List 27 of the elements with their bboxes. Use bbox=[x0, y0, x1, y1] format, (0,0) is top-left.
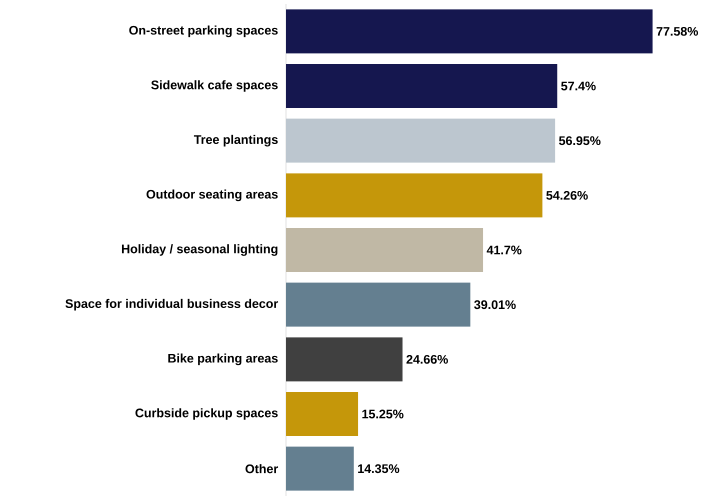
bar bbox=[286, 282, 470, 327]
bar bbox=[286, 9, 653, 54]
bar bbox=[286, 446, 354, 491]
bar bbox=[286, 118, 556, 163]
data-label: 41.7% bbox=[486, 246, 522, 254]
data-label: 14.35% bbox=[358, 464, 400, 474]
y-tick-label: Curbside pickup spaces bbox=[135, 408, 278, 420]
bar bbox=[286, 228, 484, 272]
y-tick-label: Outdoor seating areas bbox=[146, 190, 278, 202]
y-tick-label: Bike parking areas bbox=[168, 354, 278, 366]
y-tick-label: Holiday / seasonal lighting bbox=[122, 244, 278, 256]
data-label: 54.26% bbox=[546, 190, 588, 200]
y-tick-label: On-street parking spaces bbox=[129, 26, 278, 38]
bar bbox=[286, 64, 558, 108]
bar bbox=[286, 337, 403, 382]
bar bbox=[286, 173, 542, 218]
data-label: 15.25% bbox=[362, 410, 404, 418]
data-label: 77.58% bbox=[656, 26, 698, 36]
data-label: 57.4% bbox=[561, 82, 596, 90]
data-label: 24.66% bbox=[406, 354, 448, 364]
y-tick-label: Sidewalk cafe spaces bbox=[151, 80, 278, 92]
y-tick-label: Space for individual business decor bbox=[65, 298, 278, 310]
y-tick-label: Other bbox=[246, 464, 278, 474]
data-label: 56.95% bbox=[559, 136, 601, 146]
data-label: 39.01% bbox=[474, 300, 516, 310]
bar bbox=[286, 392, 358, 436]
y-tick-label: Tree plantings bbox=[194, 134, 278, 147]
